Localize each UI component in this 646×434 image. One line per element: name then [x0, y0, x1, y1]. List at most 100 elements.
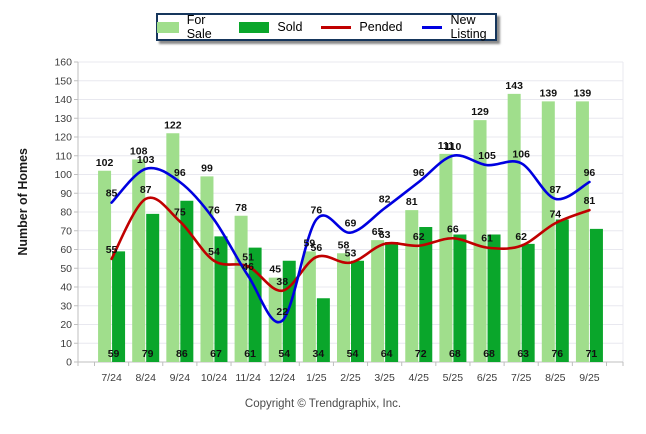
sold-bar	[248, 247, 262, 362]
y-tick-label: 10	[60, 338, 72, 350]
x-tick-label: 10/24	[201, 372, 227, 384]
sold-bar	[521, 243, 535, 362]
sold-bar	[214, 236, 228, 362]
y-tick-label: 60	[60, 244, 72, 256]
new-listing-value-label: 76	[311, 205, 323, 217]
sold-value-label: 54	[347, 348, 359, 360]
for-sale-bar	[507, 93, 521, 362]
for-sale-bar	[234, 215, 248, 362]
for-sale-value-label: 65	[372, 226, 384, 238]
y-tick-label: 100	[54, 169, 72, 181]
sold-bar	[419, 227, 433, 362]
new-listing-swatch-icon	[421, 25, 443, 29]
y-axis-title: Number of Homes	[16, 148, 30, 256]
legend-label-sold: Sold	[277, 20, 303, 34]
y-tick-label: 70	[60, 225, 72, 237]
sold-value-label: 67	[210, 348, 222, 360]
pended-value-label: 81	[584, 195, 596, 207]
for-sale-bar	[439, 153, 453, 362]
for-sale-value-label: 58	[338, 239, 350, 251]
for-sale-value-label: 139	[540, 87, 558, 99]
y-tick-label: 90	[60, 188, 72, 200]
legend-item-new-listing: New Listing	[421, 13, 496, 41]
y-tick-label: 80	[60, 207, 72, 219]
for-sale-value-label: 111	[438, 140, 455, 152]
y-tick-label: 20	[60, 319, 72, 331]
x-tick-label: 2/25	[340, 372, 361, 384]
for-sale-value-label: 122	[164, 119, 182, 131]
y-tick-label: 50	[60, 263, 72, 275]
pended-value-label: 74	[549, 208, 561, 220]
for-sale-value-label: 81	[406, 196, 418, 208]
sold-value-label: 79	[142, 348, 154, 360]
x-tick-label: 6/25	[477, 372, 498, 384]
legend-label-new-listing: New Listing	[450, 13, 487, 41]
pended-value-label: 38	[276, 276, 288, 288]
legend: For Sale Sold Pended New Listing	[156, 13, 497, 41]
sold-value-label: 71	[586, 348, 598, 360]
new-listing-value-label: 82	[379, 193, 391, 205]
sold-value-label: 59	[108, 348, 120, 360]
for-sale-bar	[575, 101, 589, 362]
x-tick-label: 9/24	[170, 372, 191, 384]
for-sale-bar	[200, 176, 214, 362]
x-tick-label: 8/25	[545, 372, 566, 384]
x-tick-label: 11/24	[235, 372, 261, 384]
x-tick-label: 3/25	[374, 372, 395, 384]
y-tick-label: 110	[55, 150, 72, 162]
sold-value-label: 34	[313, 348, 325, 360]
sold-bar	[282, 260, 296, 362]
pended-value-label: 75	[174, 206, 186, 218]
legend-item-pended: Pended	[321, 20, 403, 34]
for-sale-swatch-icon	[157, 21, 179, 33]
sold-value-label: 76	[551, 348, 563, 360]
for-sale-bar	[371, 240, 385, 362]
sold-bar	[385, 242, 399, 362]
pended-value-label: 66	[447, 223, 459, 235]
x-tick-label: 4/25	[409, 372, 430, 384]
pended-line	[110, 196, 591, 293]
new-listing-value-label: 110	[444, 141, 461, 153]
new-listing-value-label: 96	[584, 167, 596, 179]
sold-value-label: 72	[415, 348, 427, 360]
sold-bar	[146, 213, 160, 362]
x-tick-label: 1/25	[306, 372, 327, 384]
for-sale-bar	[98, 170, 112, 362]
for-sale-bar	[405, 210, 419, 362]
new-listing-value-label: 69	[345, 218, 357, 230]
new-listing-value-label: 106	[512, 148, 530, 160]
sold-bar	[351, 260, 364, 362]
sold-value-label: 86	[176, 348, 188, 360]
y-tick-label: 140	[54, 94, 72, 106]
y-tick-label: 120	[54, 132, 72, 144]
y-tick-label: 30	[60, 300, 72, 312]
sold-value-label: 54	[278, 348, 290, 360]
sold-value-label: 68	[483, 348, 495, 360]
sold-bar	[112, 251, 126, 362]
sold-bar	[453, 234, 467, 362]
pended-value-label: 63	[379, 229, 391, 241]
new-listing-value-label: 22	[276, 306, 288, 318]
x-tick-label: 7/25	[511, 372, 532, 384]
for-sale-bar	[302, 251, 316, 362]
for-sale-value-label: 143	[505, 80, 523, 92]
new-listing-value-label: 76	[208, 205, 220, 217]
sold-bar	[487, 234, 501, 362]
x-tick-label: 8/24	[135, 372, 156, 384]
x-tick-label: 12/24	[269, 372, 295, 384]
legend-label-for-sale: For Sale	[186, 13, 212, 41]
new-listing-value-label: 105	[478, 150, 496, 162]
new-listing-value-label: 103	[137, 154, 155, 166]
new-listing-value-label: 96	[174, 167, 186, 179]
x-tick-label: 9/25	[579, 372, 600, 384]
legend-item-for-sale: For Sale	[157, 13, 220, 41]
sold-bar	[180, 200, 194, 362]
y-tick-label: 150	[54, 75, 72, 87]
pended-value-label: 87	[140, 184, 152, 196]
y-tick-label: 160	[54, 57, 72, 69]
x-tick-label: 7/24	[101, 372, 122, 384]
x-tick-label: 5/25	[443, 372, 464, 384]
for-sale-bar	[337, 253, 350, 362]
y-tick-label: 130	[54, 113, 72, 125]
